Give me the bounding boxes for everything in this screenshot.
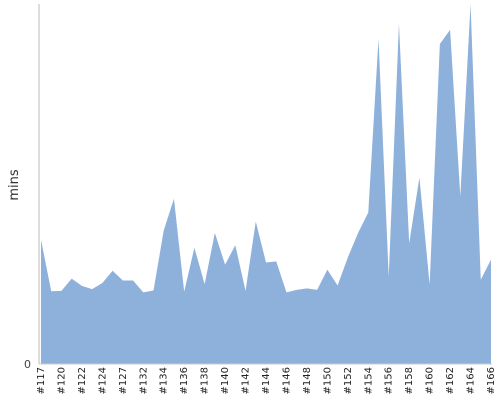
x-tick-labels: #117 #120 #122 #124 #127 #132 #134 #136 #138 #140… — [36, 367, 497, 394]
x-tick-label: #166 — [486, 367, 497, 394]
x-tick-label: #152 — [343, 367, 354, 394]
x-tick-label: #138 — [200, 367, 211, 394]
x-tick-label: #117 — [36, 367, 47, 394]
plot-area — [41, 4, 491, 364]
x-tick-label: #146 — [281, 367, 292, 394]
x-tick-label: #134 — [159, 367, 170, 394]
x-tick-label: #127 — [118, 367, 129, 394]
x-tick-label: #154 — [363, 367, 374, 394]
x-tick-label: #162 — [445, 367, 456, 394]
x-tick-label: #160 — [425, 367, 436, 394]
x-tick-label: #136 — [179, 367, 190, 394]
x-tick-label: #122 — [77, 367, 88, 394]
x-tick-label: #148 — [302, 367, 313, 394]
y-axis-label: mins — [7, 169, 22, 201]
x-tick-label: #158 — [404, 367, 415, 394]
x-tick-label: #120 — [56, 367, 67, 394]
x-tick-label: #150 — [322, 367, 333, 394]
y-tick-label-0: 0 — [24, 358, 31, 371]
x-tick-label: #156 — [384, 367, 395, 394]
area-series — [41, 4, 491, 364]
x-tick-label: #140 — [220, 367, 231, 394]
x-tick-label: #132 — [138, 367, 149, 394]
x-tick-label: #124 — [97, 367, 108, 394]
x-tick-label: #164 — [466, 367, 477, 394]
x-tick-label: #144 — [261, 367, 272, 394]
x-tick-label: #142 — [241, 367, 252, 394]
